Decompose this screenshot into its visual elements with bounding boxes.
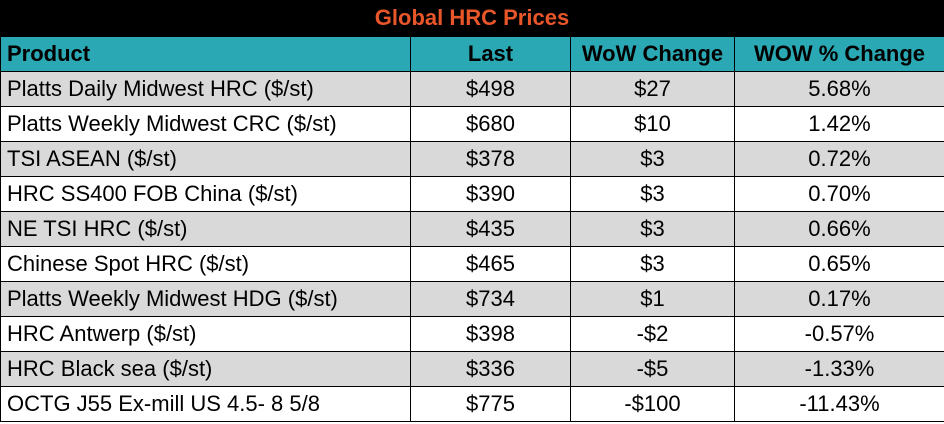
column-header-wow-pct-change: WOW % Change bbox=[734, 36, 944, 72]
cell-product: HRC SS400 FOB China ($/st) bbox=[0, 176, 411, 212]
table-row: NE TSI HRC ($/st) $435 $3 0.66% bbox=[0, 211, 944, 247]
cell-wow-pct-change: 0.65% bbox=[734, 246, 944, 282]
cell-wow-change: $1 bbox=[570, 281, 735, 317]
cell-product: HRC Black sea ($/st) bbox=[0, 351, 411, 387]
cell-last: $390 bbox=[410, 176, 571, 212]
cell-last: $498 bbox=[410, 71, 571, 107]
cell-wow-pct-change: -0.57% bbox=[734, 316, 944, 352]
cell-last: $775 bbox=[410, 386, 571, 422]
cell-wow-pct-change: 0.66% bbox=[734, 211, 944, 247]
table-row: OCTG J55 Ex-mill US 4.5- 8 5/8 $775 -$100-… bbox=[0, 386, 944, 422]
table-row: Platts Weekly Midwest HDG ($/st) $734 $1 0.… bbox=[0, 281, 944, 317]
cell-wow-pct-change: 0.72% bbox=[734, 141, 944, 177]
cell-wow-change: -$5 bbox=[570, 351, 735, 387]
cell-last: $378 bbox=[410, 141, 571, 177]
cell-product: Platts Weekly Midwest HDG ($/st) bbox=[0, 281, 411, 317]
cell-wow-change: $3 bbox=[570, 176, 735, 212]
cell-wow-change: $3 bbox=[570, 141, 735, 177]
cell-product: HRC Antwerp ($/st) bbox=[0, 316, 411, 352]
table-row: HRC Antwerp ($/st) $398 -$2 -0.57% bbox=[0, 316, 944, 352]
cell-wow-pct-change: -11.43% bbox=[734, 386, 944, 422]
table-row: TSI ASEAN ($/st) $378 $3 0.72% bbox=[0, 141, 944, 177]
table-row: HRC SS400 FOB China ($/st) $390 $3 0.70% bbox=[0, 176, 944, 212]
cell-product: OCTG J55 Ex-mill US 4.5- 8 5/8 bbox=[0, 386, 411, 422]
cell-wow-change: -$2 bbox=[570, 316, 735, 352]
cell-product: Platts Daily Midwest HRC ($/st) bbox=[0, 71, 411, 107]
cell-wow-change: $10 bbox=[570, 106, 735, 142]
cell-wow-change: $3 bbox=[570, 211, 735, 247]
hrc-prices-table: Product Last WoW Change WOW % Change Pla… bbox=[0, 36, 944, 422]
table-row: HRC Black sea ($/st) $336 -$5 -1.33% bbox=[0, 351, 944, 387]
table-row: Platts Daily Midwest HRC ($/st) $498 $27 5.… bbox=[0, 71, 944, 107]
cell-last: $465 bbox=[410, 246, 571, 282]
table-row: Platts Weekly Midwest CRC ($/st) $680 $10 1… bbox=[0, 106, 944, 142]
column-header-wow-change: WoW Change bbox=[570, 36, 735, 72]
cell-last: $734 bbox=[410, 281, 571, 317]
cell-product: TSI ASEAN ($/st) bbox=[0, 141, 411, 177]
cell-wow-change: -$100 bbox=[570, 386, 735, 422]
table-title: Global HRC Prices bbox=[0, 0, 944, 36]
cell-product: Chinese Spot HRC ($/st) bbox=[0, 246, 411, 282]
column-header-last: Last bbox=[410, 36, 571, 72]
cell-product: NE TSI HRC ($/st) bbox=[0, 211, 411, 247]
cell-wow-pct-change: 1.42% bbox=[734, 106, 944, 142]
cell-wow-pct-change: -1.33% bbox=[734, 351, 944, 387]
cell-wow-pct-change: 0.17% bbox=[734, 281, 944, 317]
cell-wow-pct-change: 5.68% bbox=[734, 71, 944, 107]
cell-last: $680 bbox=[410, 106, 571, 142]
cell-wow-pct-change: 0.70% bbox=[734, 176, 944, 212]
cell-product: Platts Weekly Midwest CRC ($/st) bbox=[0, 106, 411, 142]
cell-wow-change: $27 bbox=[570, 71, 735, 107]
header-row: Product Last WoW Change WOW % Change bbox=[0, 36, 944, 72]
cell-wow-change: $3 bbox=[570, 246, 735, 282]
column-header-product: Product bbox=[0, 36, 411, 72]
cell-last: $435 bbox=[410, 211, 571, 247]
cell-last: $336 bbox=[410, 351, 571, 387]
table-row: Chinese Spot HRC ($/st) $465 $3 0.65% bbox=[0, 246, 944, 282]
cell-last: $398 bbox=[410, 316, 571, 352]
